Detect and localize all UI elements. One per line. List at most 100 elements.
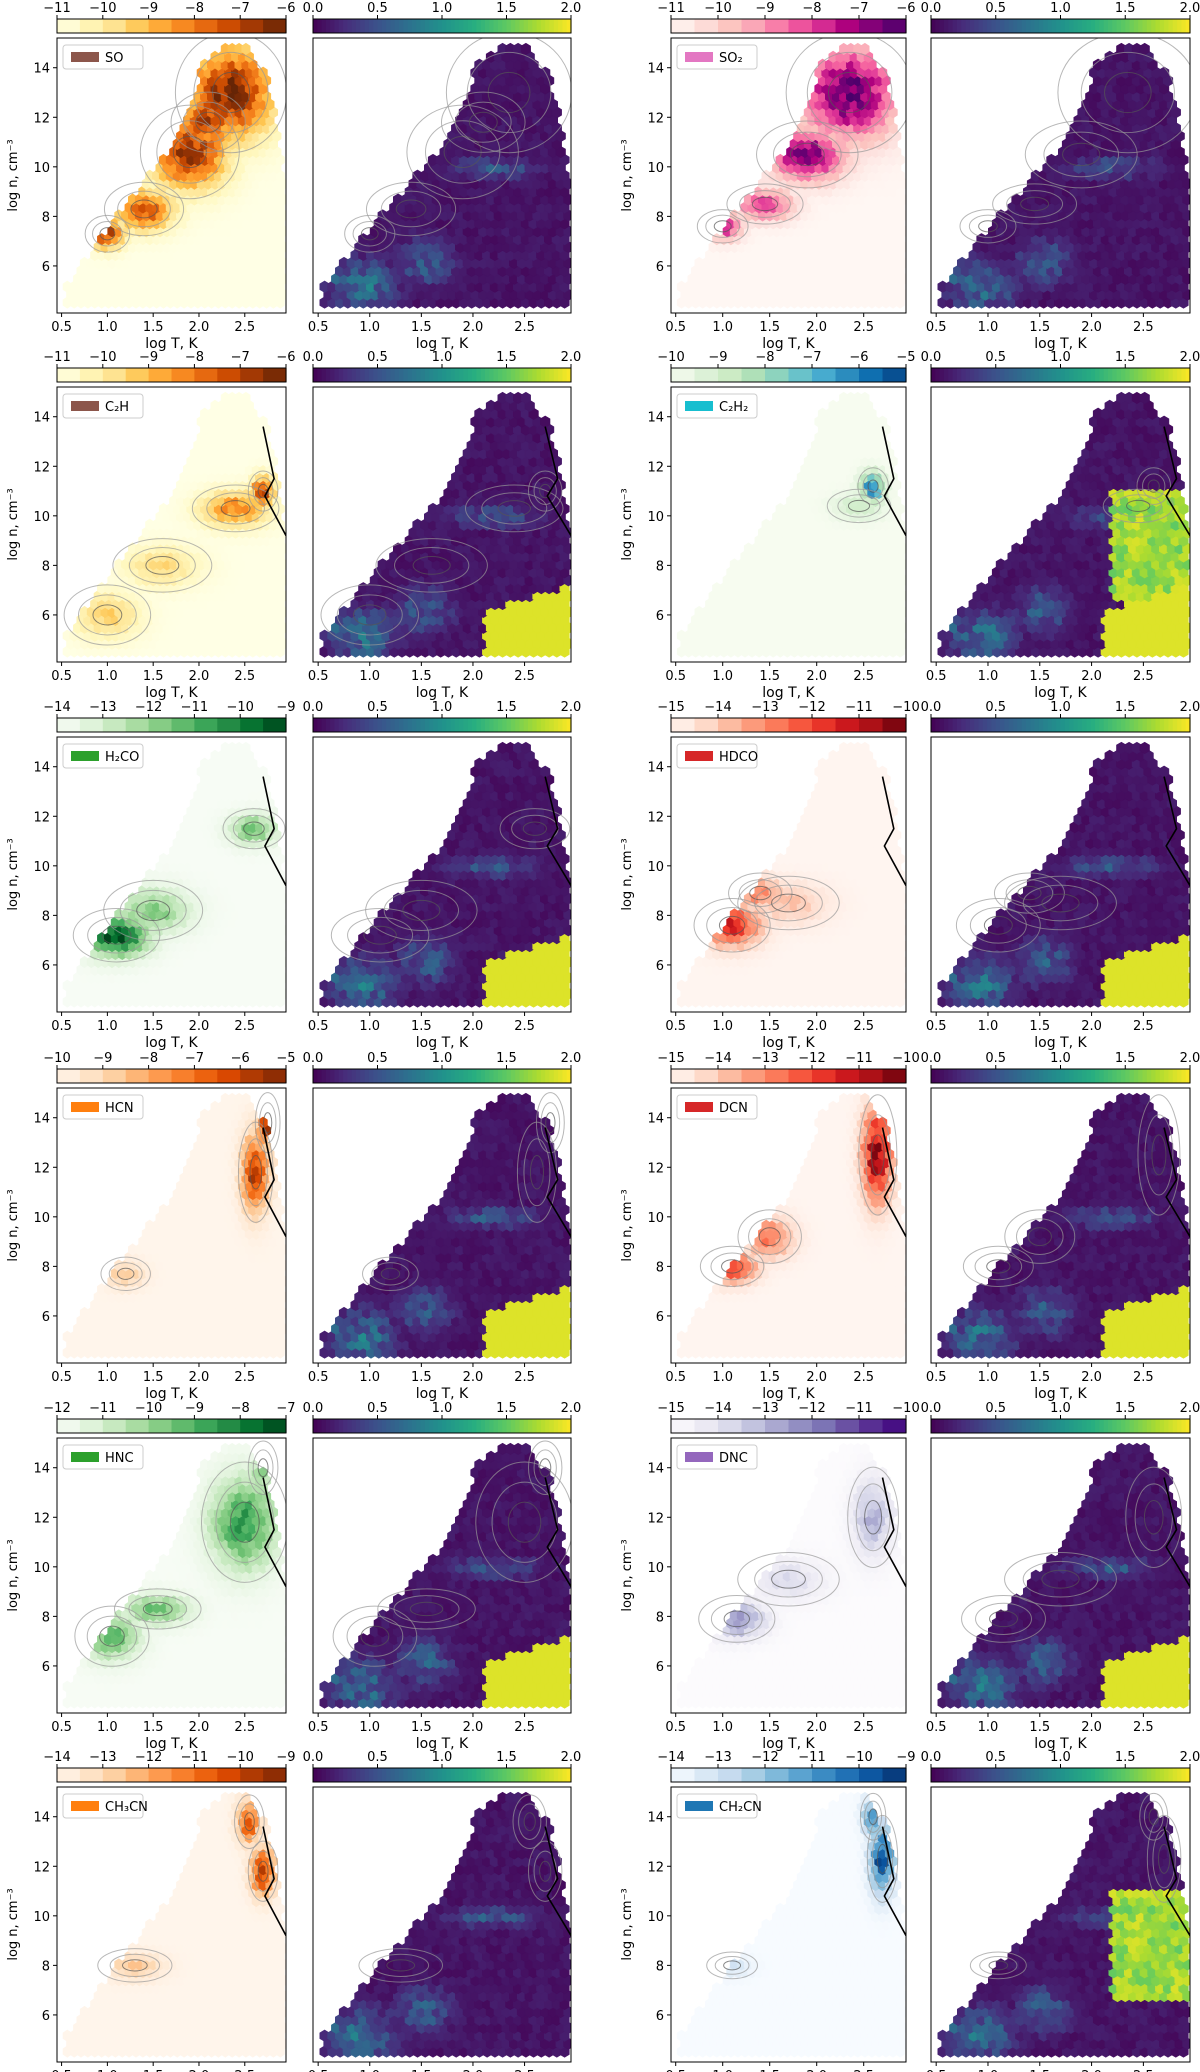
x-tick-label: 2.0 bbox=[463, 320, 484, 335]
colorbar-segment bbox=[1116, 19, 1122, 33]
hex-cell bbox=[258, 415, 268, 428]
y-tick-label: 8 bbox=[42, 559, 50, 574]
colorbar-segment bbox=[1008, 19, 1014, 33]
colorbar-segment bbox=[523, 19, 529, 33]
colorbar-segment bbox=[1021, 19, 1027, 33]
contour-line bbox=[713, 220, 732, 233]
colorbar-segment bbox=[948, 19, 954, 33]
colorbar-segment bbox=[373, 19, 379, 33]
x-tick-label: 0.5 bbox=[665, 320, 686, 335]
x-tick-label: 1.5 bbox=[411, 669, 432, 684]
contour-line bbox=[394, 547, 470, 584]
colorbar-tick-label: 0.5 bbox=[367, 350, 388, 365]
legend: SO₂ bbox=[676, 44, 758, 70]
colorbar-frame bbox=[670, 18, 907, 34]
x-tick-label: 1.0 bbox=[97, 669, 118, 684]
contour-line bbox=[772, 131, 842, 178]
hex-cell bbox=[241, 42, 251, 55]
colorbar-segment bbox=[506, 368, 512, 382]
colorbar-segment bbox=[399, 368, 404, 382]
colorbar-segment bbox=[321, 368, 327, 382]
x-tick-label: 1.0 bbox=[359, 320, 380, 335]
x-axis-label: log T, K bbox=[416, 336, 469, 352]
colorbar-segment bbox=[1129, 19, 1135, 33]
colorbar: −11 −10 −9 −8 −7 −6 bbox=[43, 1, 296, 34]
contour-line bbox=[63, 584, 152, 646]
colorbar-segment bbox=[472, 19, 477, 33]
x-tick-label: 0.5 bbox=[308, 320, 329, 335]
colorbar-segment bbox=[974, 19, 980, 33]
colorbar-segment bbox=[1164, 19, 1170, 33]
hex-cell bbox=[860, 42, 870, 55]
y-tick-label: 14 bbox=[33, 62, 50, 77]
colorbar-segment bbox=[351, 19, 357, 33]
hex-cell bbox=[241, 391, 251, 404]
colorbar-segment bbox=[317, 19, 323, 33]
contour-line bbox=[130, 199, 158, 219]
colorbar: 0.0 0.5 1.0 1.5 2.0 bbox=[303, 350, 581, 383]
colorbar-segment bbox=[381, 19, 387, 33]
colorbar-segment bbox=[407, 368, 413, 382]
colorbar-segment bbox=[515, 368, 520, 382]
contour-line bbox=[756, 120, 859, 189]
colorbar-segment bbox=[1000, 19, 1005, 33]
colorbar-segment bbox=[1125, 19, 1131, 33]
axes-frame bbox=[312, 386, 572, 663]
colorbar-segment bbox=[377, 19, 383, 33]
colorbar-segment bbox=[536, 19, 542, 33]
colorbar-segment bbox=[263, 368, 287, 382]
colorbar-segment bbox=[459, 19, 465, 33]
x-tick-label: 2.0 bbox=[189, 669, 210, 684]
x-tick-label: 0.5 bbox=[308, 669, 329, 684]
colorbar-segment bbox=[1120, 19, 1126, 33]
contour-line bbox=[182, 101, 234, 143]
colorbar-segment bbox=[313, 368, 318, 382]
x-tick-label: 2.0 bbox=[189, 320, 210, 335]
colorbar-segment bbox=[480, 368, 486, 382]
legend-label: SO bbox=[105, 51, 123, 66]
contour-line bbox=[128, 547, 196, 584]
colorbar-segment bbox=[386, 368, 391, 382]
legend: C₂H bbox=[62, 393, 144, 419]
colorbar-segment bbox=[859, 19, 884, 33]
colorbar-tick-label: −10 bbox=[89, 1, 116, 16]
colorbar-segment bbox=[1151, 19, 1157, 33]
colorbar: 0.0 0.5 1.0 1.5 2.0 bbox=[921, 1, 1200, 34]
colorbar-segment bbox=[741, 19, 766, 33]
contour-line bbox=[380, 190, 442, 228]
colorbar-segment bbox=[1168, 19, 1174, 33]
x-axis-label: log T, K bbox=[416, 685, 469, 701]
colorbar-segment bbox=[1103, 19, 1109, 33]
colorbar-segment bbox=[523, 368, 529, 382]
contour-line bbox=[1024, 120, 1138, 189]
colorbar-segment bbox=[1095, 19, 1100, 33]
colorbar-tick-label: 1.5 bbox=[496, 1, 517, 16]
plot-area bbox=[937, 38, 1190, 309]
colorbar-segment bbox=[553, 19, 559, 33]
plot-area bbox=[62, 38, 286, 309]
x-tick-label: 1.5 bbox=[759, 320, 780, 335]
colorbar-tick-label: −8 bbox=[802, 1, 821, 16]
colorbar-segment bbox=[510, 368, 516, 382]
colorbar-segment bbox=[1013, 19, 1018, 33]
contour-line bbox=[1006, 190, 1064, 218]
colorbar-segment bbox=[416, 368, 422, 382]
colorbar-segment bbox=[148, 19, 173, 33]
colorbar-segment bbox=[125, 19, 150, 33]
contour-line bbox=[193, 51, 269, 134]
colorbar-segment bbox=[493, 19, 499, 33]
y-tick-label: 8 bbox=[42, 210, 50, 225]
contour-line bbox=[789, 142, 825, 167]
colorbar-segment bbox=[343, 368, 348, 382]
colorbar-tick-label: −9 bbox=[139, 350, 158, 365]
colorbar-segment bbox=[338, 19, 344, 33]
colorbar-tick-label: −11 bbox=[43, 350, 70, 365]
colorbar-segment bbox=[545, 19, 551, 33]
colorbar-segment bbox=[433, 368, 439, 382]
x-tick-label: 2.5 bbox=[514, 669, 535, 684]
colorbar-segment bbox=[540, 19, 546, 33]
y-axis-label: log n, cm⁻³ bbox=[6, 139, 21, 211]
